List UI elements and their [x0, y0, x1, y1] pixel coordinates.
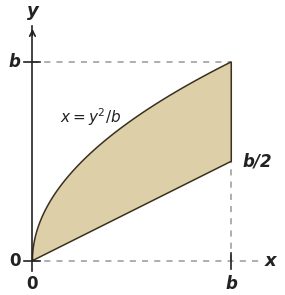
Text: $x = y^2/b$: $x = y^2/b$: [60, 107, 121, 128]
Text: b: b: [9, 53, 21, 71]
Polygon shape: [32, 62, 231, 261]
Text: b/2: b/2: [242, 152, 272, 170]
Text: y: y: [27, 2, 38, 20]
Text: 0: 0: [27, 275, 38, 293]
Text: b: b: [225, 275, 237, 293]
Text: x: x: [265, 252, 277, 270]
Text: 0: 0: [9, 252, 21, 270]
